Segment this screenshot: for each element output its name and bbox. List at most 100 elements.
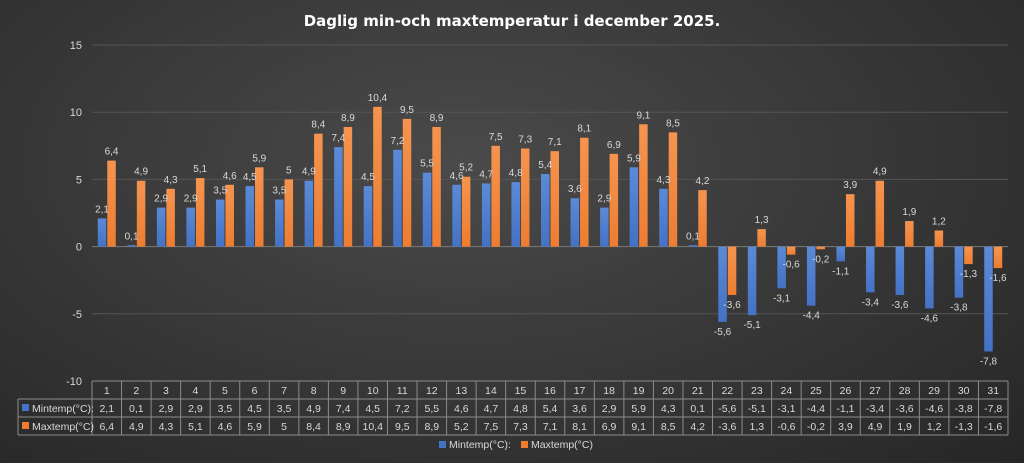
bar-maxtemp — [727, 246, 737, 295]
data-label-maxtemp: 9,1 — [636, 110, 650, 121]
bar-maxtemp — [993, 246, 1003, 269]
table-cell: 0,1 — [129, 403, 144, 415]
bar-mintemp — [511, 182, 520, 247]
table-cell: 5,9 — [247, 421, 262, 433]
bar-maxtemp — [816, 246, 825, 250]
bar-mintemp — [127, 245, 136, 247]
table-cell: -4,6 — [925, 403, 943, 415]
data-label-maxtemp: 6,9 — [607, 140, 621, 151]
bar-mintemp — [659, 188, 668, 247]
bar-maxtemp — [786, 246, 796, 255]
table-cell: 4,5 — [365, 403, 380, 415]
data-label-maxtemp: -1,3 — [960, 269, 978, 280]
table-cell: 0,1 — [690, 403, 705, 415]
data-label-mintemp: -3,4 — [862, 297, 880, 308]
table-series-name: Mintemp(°C): — [32, 403, 94, 415]
table-cell: -0,6 — [777, 421, 795, 433]
data-label-mintemp: 7,4 — [331, 133, 345, 144]
data-label-mintemp: 5,4 — [538, 160, 552, 171]
data-label-mintemp: -7,8 — [980, 356, 998, 367]
category-label: 1 — [104, 385, 110, 397]
data-label-mintemp: 5,5 — [420, 159, 434, 170]
legend-swatch — [521, 441, 528, 448]
y-axis: -10 -5 0 5 10 15 — [66, 40, 82, 388]
data-label-maxtemp: 8,5 — [666, 118, 680, 129]
data-label-maxtemp: 6,4 — [105, 147, 119, 158]
bar-maxtemp — [136, 180, 146, 247]
category-label: 3 — [163, 385, 169, 397]
table-cell: 3,6 — [572, 403, 587, 415]
table-cell: 3,5 — [277, 403, 292, 415]
legend-label: Maxtemp(°C) — [531, 439, 593, 451]
bar-maxtemp — [166, 188, 175, 247]
bar-mintemp — [215, 199, 225, 247]
bar-mintemp — [156, 207, 166, 247]
bar-maxtemp — [668, 132, 678, 247]
bar-maxtemp — [757, 229, 766, 247]
data-label-maxtemp: 4,9 — [134, 167, 148, 178]
category-label: 13 — [456, 385, 468, 397]
bar-mintemp — [718, 246, 727, 322]
category-label: 7 — [281, 385, 287, 397]
data-label-maxtemp: -0,6 — [783, 260, 801, 271]
data-label-maxtemp: 7,3 — [518, 134, 532, 145]
data-label-maxtemp: 1,9 — [902, 207, 916, 218]
bar-mintemp — [97, 218, 107, 247]
table-cell: 3,5 — [218, 403, 233, 415]
table-cell: 8,4 — [306, 421, 321, 433]
bar-maxtemp — [875, 180, 885, 247]
data-labels: 2,1 0,1 2,9 2,9 3,5 4,5 3,5 4,9 7,4 4,5 7,2 5,5 4,6 4… — [95, 93, 1007, 368]
table-cell: 8,9 — [425, 421, 440, 433]
bar-mintemp — [954, 246, 964, 298]
category-label: 11 — [397, 385, 408, 397]
data-label-maxtemp: 4,6 — [223, 171, 237, 182]
data-label-mintemp: -4,4 — [803, 311, 821, 322]
category-label: 14 — [485, 385, 497, 397]
bar-mintemp — [836, 246, 845, 262]
data-label-mintemp: -5,1 — [743, 320, 761, 331]
data-label-maxtemp: 5,2 — [459, 163, 473, 174]
data-label-mintemp: 4,6 — [450, 171, 464, 182]
table-cell: 5,9 — [631, 403, 646, 415]
bar-maxtemp — [698, 190, 707, 247]
data-label-maxtemp: 9,5 — [400, 105, 414, 116]
data-label-maxtemp: -0,2 — [812, 254, 830, 265]
data-label-maxtemp: -1,6 — [989, 273, 1007, 284]
table-cell: -5,1 — [748, 403, 766, 415]
category-label: 20 — [662, 385, 674, 397]
category-label: 19 — [633, 385, 645, 397]
table-cell: -3,6 — [718, 421, 736, 433]
table-cell: -1,6 — [984, 421, 1002, 433]
data-label-mintemp: 4,3 — [656, 175, 670, 186]
category-label: 24 — [781, 385, 793, 397]
category-label: 16 — [544, 385, 556, 397]
bar-maxtemp — [343, 126, 353, 247]
table-cell: -3,4 — [866, 403, 884, 415]
table-cell: 4,5 — [247, 403, 262, 415]
data-label-mintemp: 3,6 — [568, 184, 582, 195]
legend: Mintemp(°C): Maxtemp(°C) — [439, 439, 593, 451]
data-label-mintemp: -3,8 — [950, 303, 968, 314]
data-label-maxtemp: 4,3 — [164, 175, 178, 186]
data-label-mintemp: 4,5 — [361, 172, 375, 183]
data-label-mintemp: -3,6 — [891, 300, 909, 311]
bar-mintemp — [688, 245, 698, 247]
bar-mintemp — [747, 246, 757, 316]
bar-mintemp — [925, 246, 934, 309]
data-label-maxtemp: 10,4 — [368, 93, 388, 104]
table-cell: 3,9 — [838, 421, 853, 433]
category-label: 23 — [751, 385, 763, 397]
table-cell: 1,9 — [897, 421, 912, 433]
bar-mintemp — [481, 183, 491, 247]
bar-maxtemp — [402, 118, 412, 247]
bar-maxtemp — [520, 148, 530, 247]
data-label-mintemp: 2,9 — [597, 194, 611, 205]
y-tick-label: 5 — [76, 174, 82, 186]
data-label-maxtemp: 3,9 — [843, 180, 857, 191]
category-label: 26 — [840, 385, 852, 397]
bar-mintemp — [570, 198, 580, 247]
table-cell: 8,1 — [572, 421, 587, 433]
table-cell: -5,6 — [718, 403, 736, 415]
